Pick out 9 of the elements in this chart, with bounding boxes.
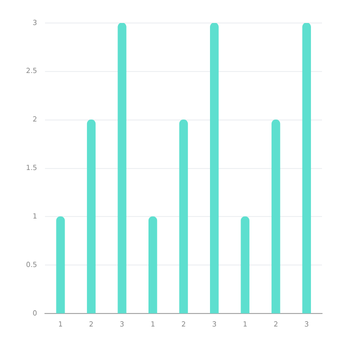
- bar: [86, 120, 96, 314]
- bar: [302, 23, 311, 314]
- bar: [272, 120, 280, 314]
- bar: [148, 216, 158, 314]
- bar: [179, 120, 188, 314]
- bar: [118, 23, 126, 314]
- bar: [240, 216, 250, 314]
- bar: [56, 216, 65, 314]
- bar: [210, 23, 219, 314]
